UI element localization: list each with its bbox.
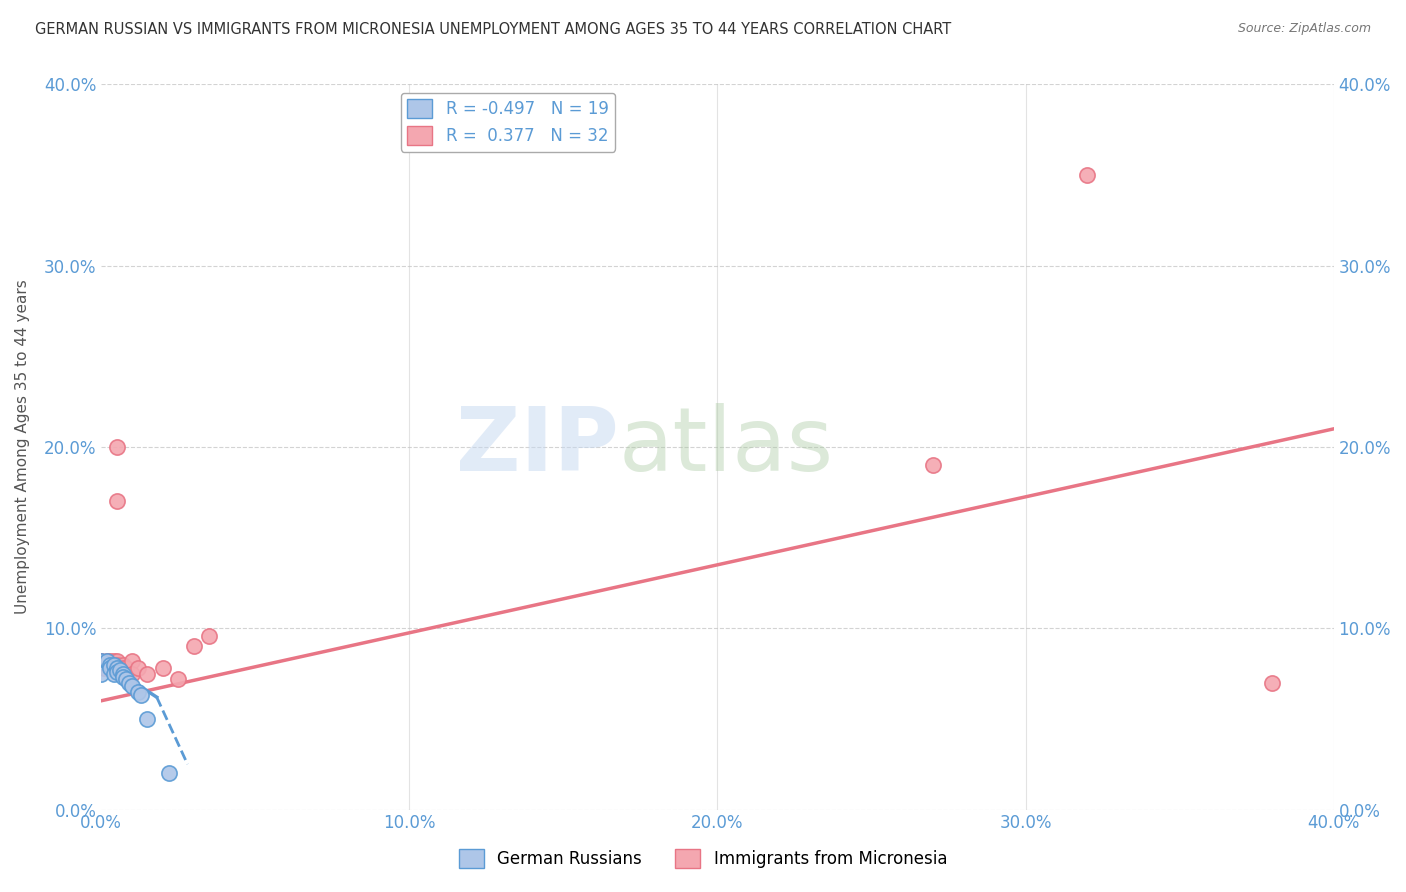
Point: [167, 672, 190, 686]
Point: [111, 657, 134, 672]
Point: [1076, 168, 1098, 182]
Legend: R = -0.497   N = 19, R =  0.377   N = 32: R = -0.497 N = 19, R = 0.377 N = 32: [401, 93, 616, 152]
Legend: German Russians, Immigrants from Micronesia: German Russians, Immigrants from Microne…: [453, 843, 953, 875]
Point: [157, 766, 180, 780]
Y-axis label: Unemployment Among Ages 35 to 44 years: Unemployment Among Ages 35 to 44 years: [15, 279, 30, 615]
Point: [103, 661, 125, 675]
Point: [121, 666, 143, 681]
Point: [136, 666, 159, 681]
Point: [115, 665, 138, 679]
Point: [115, 661, 138, 675]
Point: [90, 666, 112, 681]
Point: [93, 661, 115, 675]
Point: [129, 689, 152, 703]
Point: [111, 666, 134, 681]
Point: [1261, 675, 1284, 690]
Point: [103, 657, 125, 672]
Text: GERMAN RUSSIAN VS IMMIGRANTS FROM MICRONESIA UNEMPLOYMENT AMONG AGES 35 TO 44 YE: GERMAN RUSSIAN VS IMMIGRANTS FROM MICRON…: [35, 22, 952, 37]
Text: atlas: atlas: [619, 403, 834, 491]
Point: [111, 661, 134, 675]
Point: [100, 657, 122, 672]
Point: [100, 654, 122, 668]
Point: [152, 661, 174, 675]
Point: [100, 661, 122, 675]
Point: [108, 661, 131, 675]
Point: [121, 654, 143, 668]
Point: [115, 672, 138, 686]
Point: [105, 665, 128, 679]
Point: [183, 640, 205, 654]
Point: [103, 657, 125, 672]
Point: [127, 661, 149, 675]
Point: [103, 666, 125, 681]
Point: [96, 657, 118, 672]
Point: [127, 684, 149, 698]
Point: [108, 659, 131, 673]
Point: [105, 440, 128, 454]
Point: [90, 654, 112, 668]
Point: [100, 661, 122, 675]
Point: [96, 654, 118, 668]
Point: [96, 654, 118, 668]
Point: [136, 712, 159, 726]
Point: [108, 663, 131, 677]
Point: [111, 666, 134, 681]
Point: [105, 654, 128, 668]
Point: [922, 458, 945, 472]
Text: ZIP: ZIP: [456, 403, 619, 491]
Point: [90, 654, 112, 668]
Point: [105, 661, 128, 675]
Point: [105, 494, 128, 508]
Point: [100, 657, 122, 672]
Point: [111, 670, 134, 684]
Point: [105, 657, 128, 672]
Text: Source: ZipAtlas.com: Source: ZipAtlas.com: [1237, 22, 1371, 36]
Point: [121, 679, 143, 693]
Point: [103, 654, 125, 668]
Point: [198, 628, 221, 642]
Point: [118, 675, 141, 690]
